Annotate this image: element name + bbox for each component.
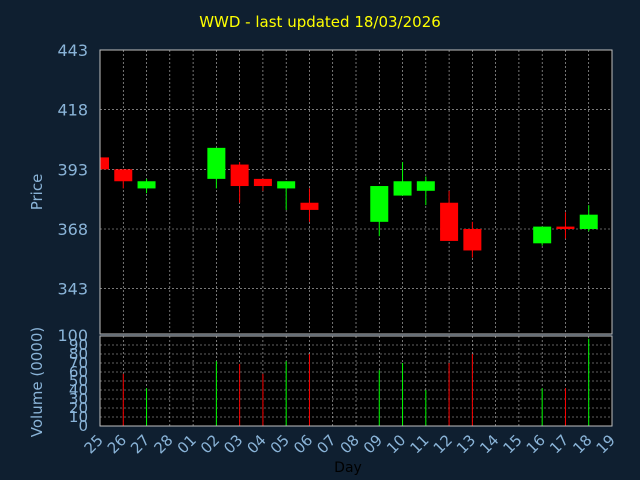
volume-tick-label: 60 — [69, 363, 88, 381]
candle-body — [416, 181, 435, 191]
candle-body — [440, 202, 459, 241]
volume-tick-label: 90 — [69, 336, 88, 354]
volume-frame — [99, 335, 613, 427]
candle-body — [230, 164, 249, 187]
volume-tick-label: 80 — [69, 345, 88, 363]
volume-tick-label: 20 — [69, 399, 88, 417]
price-tick-label: 418 — [57, 101, 88, 120]
candle-body — [114, 169, 133, 182]
candle-body — [556, 226, 575, 229]
volume-axis-title: Volume (0000) — [28, 327, 46, 437]
candle-body — [207, 147, 226, 179]
candle-body — [533, 226, 552, 244]
price-tick-label: 443 — [57, 41, 88, 60]
candle-body — [370, 186, 389, 222]
price-tick-label: 343 — [57, 280, 88, 299]
candle-body — [137, 181, 156, 189]
volume-tick-label: 50 — [69, 372, 88, 390]
volume-tick-label: 10 — [69, 408, 88, 426]
volume-tick-label: 70 — [69, 354, 88, 372]
price-tick-label: 393 — [57, 160, 88, 179]
price-tick-label: 368 — [57, 220, 88, 239]
candle-body — [393, 181, 412, 196]
x-tick-label: 19 — [593, 431, 619, 457]
candle-body — [277, 181, 296, 189]
candle-body — [253, 178, 272, 187]
candle-body — [579, 214, 598, 229]
price-frame — [99, 49, 613, 335]
volume-tick-label: 100 — [57, 326, 88, 345]
candle-body — [463, 228, 482, 251]
price-axis-title: Price — [28, 174, 46, 211]
chart-title: WWD - last updated 18/03/2026 — [199, 13, 441, 31]
volume-tick-label: 30 — [69, 390, 88, 408]
x-axis-title: Day — [334, 460, 362, 476]
volume-bars — [122, 338, 590, 426]
candles — [99, 147, 598, 258]
candle-body — [100, 157, 109, 170]
candle-body — [300, 202, 319, 210]
volume-tick-label: 0 — [78, 417, 88, 435]
volume-tick-label: 40 — [69, 381, 88, 399]
